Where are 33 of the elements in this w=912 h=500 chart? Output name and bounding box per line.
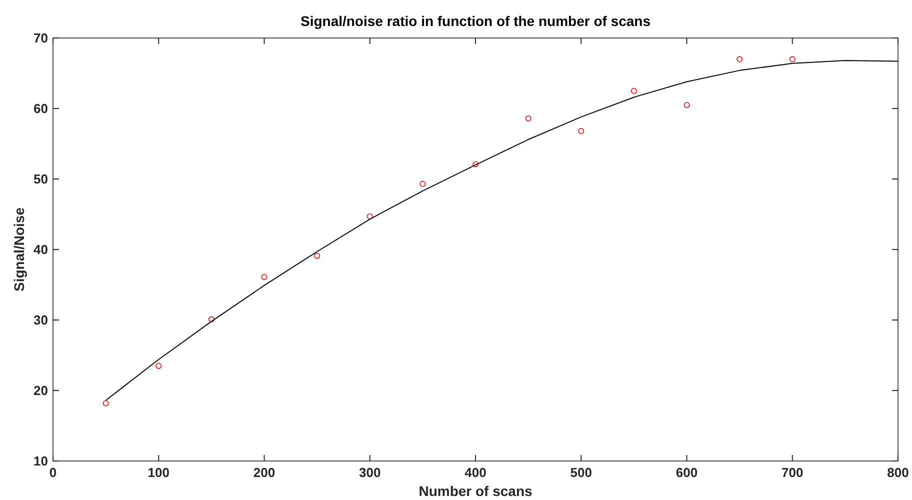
point [102, 400, 109, 406]
point [789, 56, 796, 62]
point [366, 213, 373, 220]
y-tick-label: 30 [34, 312, 48, 328]
point [420, 180, 426, 187]
point [314, 252, 320, 259]
x-tick-label: 600 [676, 465, 698, 480]
y-tick-label: 50 [34, 172, 48, 186]
x-tick-label: 700 [782, 465, 804, 480]
x-tick-label: 300 [359, 465, 381, 480]
x-axis-title: Number of scans [418, 483, 533, 499]
x-tick-label: 400 [464, 465, 486, 480]
y-tick-label: 40 [34, 242, 48, 257]
chart-title: Signal/noise ratio in function of the number of scans [300, 13, 651, 29]
x-tick-label: 100 [148, 465, 170, 480]
point [472, 161, 478, 168]
y-tick-label: 10 [34, 454, 48, 468]
x-tick-label: 800 [887, 465, 909, 480]
y-axis-title: Signal/Noise [11, 207, 27, 292]
point [261, 274, 268, 280]
point [208, 316, 214, 322]
point [156, 362, 162, 369]
x-tick-label: 200 [253, 465, 276, 480]
x-tick-label: 500 [570, 465, 592, 480]
y-tick-label: 70 [34, 30, 48, 46]
point [630, 88, 637, 94]
point [684, 102, 690, 108]
y-tick-label: 20 [34, 383, 48, 398]
x-tick-label: 0 [49, 465, 57, 480]
y-tick-label: 60 [34, 101, 48, 116]
point [736, 56, 743, 62]
point [525, 115, 532, 122]
point [578, 128, 584, 134]
